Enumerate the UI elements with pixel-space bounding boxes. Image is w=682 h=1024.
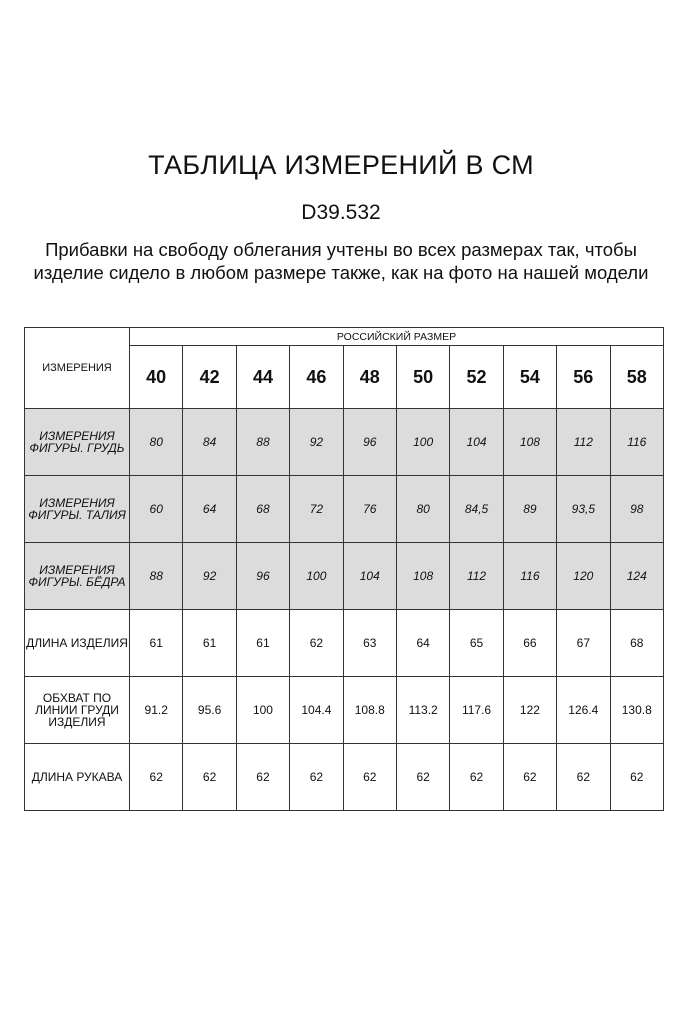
table-cell: 62 bbox=[395, 743, 451, 811]
table-cell: 89 bbox=[502, 475, 558, 543]
table-cell: 124 bbox=[609, 542, 665, 610]
table-cell: 96 bbox=[342, 408, 397, 476]
row-label: ДЛИНА ИЗДЕЛИЯ bbox=[24, 609, 130, 677]
table-cell: 64 bbox=[395, 609, 451, 677]
table-cell: 62 bbox=[182, 743, 237, 811]
table-cell: 130.8 bbox=[609, 676, 665, 744]
row-label: ОБХВАТ ПО ЛИНИИ ГРУДИ ИЗДЕЛИЯ bbox=[24, 676, 130, 744]
table-cell: 80 bbox=[395, 475, 451, 543]
row-label: ИЗМЕРЕНИЯ ФИГУРЫ. ГРУДЬ bbox=[24, 408, 130, 476]
table-cell: 108.8 bbox=[342, 676, 397, 744]
table-cell: 84,5 bbox=[449, 475, 504, 543]
russian-size-header: РОССИЙСКИЙ РАЗМЕР bbox=[129, 327, 664, 346]
table-row: ДЛИНА РУКАВА 62 62 62 62 62 62 62 62 62 62 bbox=[24, 743, 665, 811]
table-cell: 104 bbox=[342, 542, 397, 610]
table-cell: 65 bbox=[449, 609, 504, 677]
table-cell: 100 bbox=[289, 542, 344, 610]
measurements-header: ИЗМЕРЕНИЯ bbox=[24, 327, 130, 409]
row-label: ДЛИНА РУКАВА bbox=[24, 743, 130, 811]
size-table: ИЗМЕРЕНИЯ РОССИЙСКИЙ РАЗМЕР 40 42 44 46 48 50… bbox=[24, 327, 665, 811]
size-header-58: 58 bbox=[609, 345, 665, 409]
table-cell: 76 bbox=[342, 475, 397, 543]
table-cell: 60 bbox=[128, 475, 184, 543]
table-cell: 67 bbox=[556, 609, 611, 677]
table-cell: 100 bbox=[395, 408, 451, 476]
table-cell: 68 bbox=[235, 475, 291, 543]
product-code: D39.532 bbox=[301, 201, 381, 224]
table-row: ОБХВАТ ПО ЛИНИИ ГРУДИ ИЗДЕЛИЯ 91.2 95.6 100… bbox=[24, 676, 665, 744]
fit-note-line: Прибавки на свободу облегания учтены во … bbox=[45, 239, 637, 260]
size-header-52: 52 bbox=[449, 345, 504, 409]
table-cell: 63 bbox=[342, 609, 397, 677]
table-cell: 108 bbox=[395, 542, 451, 610]
table-cell: 126.4 bbox=[556, 676, 611, 744]
table-cell: 66 bbox=[502, 609, 558, 677]
table-cell: 113.2 bbox=[395, 676, 451, 744]
table-cell: 62 bbox=[289, 743, 344, 811]
table-cell: 72 bbox=[289, 475, 344, 543]
table-cell: 88 bbox=[235, 408, 291, 476]
size-header-40: 40 bbox=[128, 345, 184, 409]
table-cell: 96 bbox=[235, 542, 291, 610]
table-cell: 108 bbox=[502, 408, 558, 476]
table-row: ДЛИНА ИЗДЕЛИЯ 61 61 61 62 63 64 65 66 67 68 bbox=[24, 609, 665, 677]
table-cell: 68 bbox=[609, 609, 665, 677]
table-cell: 104.4 bbox=[289, 676, 344, 744]
table-cell: 98 bbox=[609, 475, 665, 543]
page-title: ТАБЛИЦА ИЗМЕРЕНИЙ В СМ bbox=[148, 150, 534, 180]
table-cell: 104 bbox=[449, 408, 504, 476]
size-header-54: 54 bbox=[502, 345, 558, 409]
table-cell: 100 bbox=[235, 676, 291, 744]
sizes-row: 40 42 44 46 48 50 52 54 56 58 bbox=[25, 345, 665, 409]
fit-note: Прибавки на свободу облегания учтены во … bbox=[0, 238, 682, 284]
table-cell: 84 bbox=[182, 408, 237, 476]
row-label: ИЗМЕРЕНИЯ ФИГУРЫ. БЁДРА bbox=[24, 542, 130, 610]
table-cell: 80 bbox=[128, 408, 184, 476]
table-cell: 62 bbox=[609, 743, 665, 811]
table-cell: 120 bbox=[556, 542, 611, 610]
table-cell: 62 bbox=[342, 743, 397, 811]
table-cell: 92 bbox=[289, 408, 344, 476]
table-cell: 61 bbox=[128, 609, 184, 677]
size-header-46: 46 bbox=[289, 345, 344, 409]
size-header-50: 50 bbox=[395, 345, 451, 409]
table-cell: 93,5 bbox=[556, 475, 611, 543]
table-cell: 112 bbox=[449, 542, 504, 610]
table-cell: 62 bbox=[128, 743, 184, 811]
table-row: ИЗМЕРЕНИЯ ФИГУРЫ. ТАЛИЯ 60 64 68 72 76 80 84,5 8… bbox=[24, 475, 665, 543]
row-label: ИЗМЕРЕНИЯ ФИГУРЫ. ТАЛИЯ bbox=[24, 475, 130, 543]
table-cell: 61 bbox=[235, 609, 291, 677]
table-cell: 122 bbox=[502, 676, 558, 744]
table-cell: 116 bbox=[502, 542, 558, 610]
size-header-48: 48 bbox=[342, 345, 397, 409]
table-cell: 91.2 bbox=[128, 676, 184, 744]
table-cell: 64 bbox=[182, 475, 237, 543]
table-cell: 62 bbox=[556, 743, 611, 811]
table-cell: 117.6 bbox=[449, 676, 504, 744]
table-cell: 62 bbox=[502, 743, 558, 811]
table-cell: 116 bbox=[609, 408, 665, 476]
table-cell: 88 bbox=[128, 542, 184, 610]
table-cell: 112 bbox=[556, 408, 611, 476]
table-cell: 62 bbox=[289, 609, 344, 677]
size-header-42: 42 bbox=[182, 345, 237, 409]
table-cell: 61 bbox=[182, 609, 237, 677]
size-header-56: 56 bbox=[556, 345, 611, 409]
table-row: ИЗМЕРЕНИЯ ФИГУРЫ. ГРУДЬ 80 84 88 92 96 100 104 1… bbox=[24, 408, 665, 476]
table-cell: 62 bbox=[449, 743, 504, 811]
table-cell: 92 bbox=[182, 542, 237, 610]
fit-note-line: изделие сидело в любом размере также, ка… bbox=[33, 262, 649, 283]
table-cell: 62 bbox=[235, 743, 291, 811]
table-cell: 95.6 bbox=[182, 676, 237, 744]
table-row: ИЗМЕРЕНИЯ ФИГУРЫ. БЁДРА 88 92 96 100 104 108 11… bbox=[24, 542, 665, 610]
size-header-44: 44 bbox=[235, 345, 291, 409]
